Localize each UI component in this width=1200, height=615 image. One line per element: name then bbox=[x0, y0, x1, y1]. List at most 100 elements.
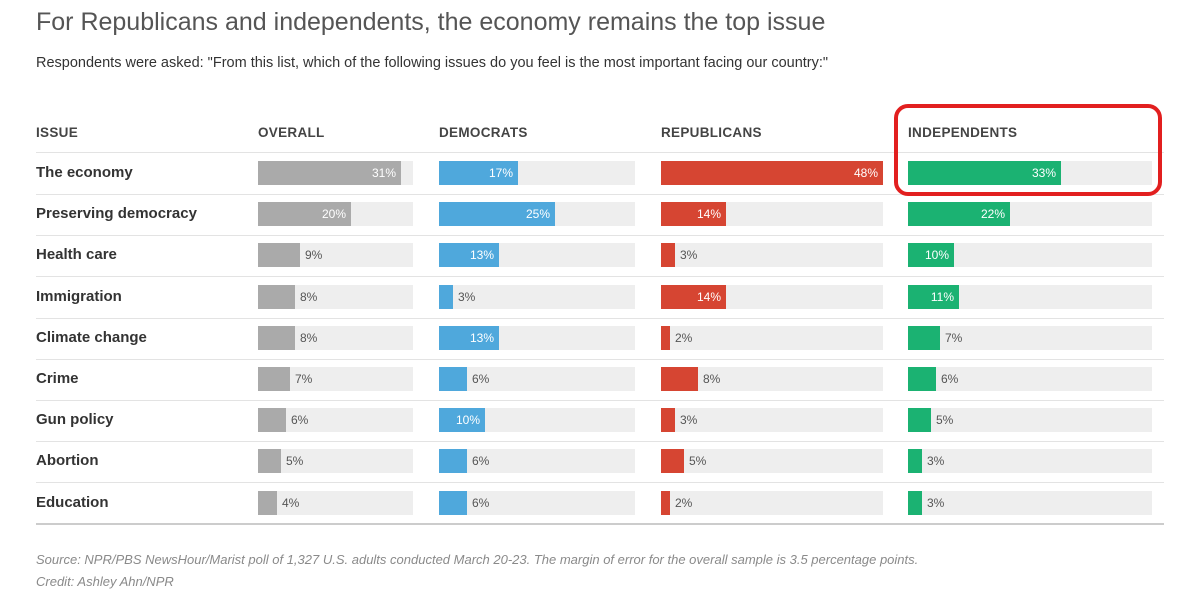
bar-track-overall: 4% bbox=[258, 491, 413, 515]
row-rule bbox=[36, 400, 1164, 401]
bar-value-label: 33% bbox=[1031, 166, 1056, 180]
bar-value-label: 2% bbox=[675, 496, 693, 510]
issue-label: Gun policy bbox=[36, 411, 114, 428]
issue-label: Crime bbox=[36, 370, 79, 387]
bar-track-republicans: 5% bbox=[661, 449, 883, 473]
bar-track-independents: 7% bbox=[908, 326, 1152, 350]
header-rule bbox=[36, 152, 1164, 153]
bar-value-label: 6% bbox=[472, 454, 490, 468]
bar-track-democrats: 6% bbox=[439, 491, 635, 515]
bar-value-label: 14% bbox=[696, 207, 721, 221]
bar-track-overall: 8% bbox=[258, 326, 413, 350]
bar-democrats bbox=[439, 285, 453, 309]
bar-republicans bbox=[661, 367, 698, 391]
bar-independents bbox=[908, 326, 940, 350]
bar-republicans bbox=[661, 285, 726, 309]
bar-republicans bbox=[661, 326, 670, 350]
bar-track-independents: 22% bbox=[908, 202, 1152, 226]
bar-independents bbox=[908, 161, 1061, 185]
bar-track-democrats: 10% bbox=[439, 408, 635, 432]
bar-independents bbox=[908, 367, 936, 391]
bar-republicans bbox=[661, 449, 684, 473]
bar-track-independents: 6% bbox=[908, 367, 1152, 391]
bar-track-democrats: 25% bbox=[439, 202, 635, 226]
column-header-overall: OVERALL bbox=[258, 125, 325, 140]
issue-label: Immigration bbox=[36, 288, 122, 305]
issue-label: Climate change bbox=[36, 329, 147, 346]
bar-track-republicans: 3% bbox=[661, 408, 883, 432]
chart-title: For Republicans and independents, the ec… bbox=[36, 8, 826, 36]
bar-value-label: 3% bbox=[458, 290, 476, 304]
bar-republicans bbox=[661, 161, 883, 185]
bar-track-democrats: 13% bbox=[439, 326, 635, 350]
bar-value-label: 5% bbox=[936, 413, 954, 427]
issue-label: Abortion bbox=[36, 452, 99, 469]
bar-value-label: 13% bbox=[469, 331, 494, 345]
bar-track-republicans: 2% bbox=[661, 326, 883, 350]
bar-independents bbox=[908, 491, 922, 515]
row-rule bbox=[36, 194, 1164, 195]
bar-democrats bbox=[439, 202, 555, 226]
issue-label: The economy bbox=[36, 164, 133, 181]
bar-value-label: 13% bbox=[469, 248, 494, 262]
bar-value-label: 7% bbox=[295, 372, 313, 386]
row-rule bbox=[36, 441, 1164, 442]
bar-value-label: 5% bbox=[689, 454, 707, 468]
bar-track-overall: 8% bbox=[258, 285, 413, 309]
credit-note: Credit: Ashley Ahn/NPR bbox=[36, 574, 174, 589]
bar-track-republicans: 48% bbox=[661, 161, 883, 185]
bar-value-label: 6% bbox=[472, 372, 490, 386]
bar-track-overall: 5% bbox=[258, 449, 413, 473]
bar-value-label: 8% bbox=[300, 290, 318, 304]
issue-label: Health care bbox=[36, 246, 117, 263]
bar-track-independents: 10% bbox=[908, 243, 1152, 267]
row-rule bbox=[36, 235, 1164, 236]
table-bottom-rule bbox=[36, 523, 1164, 525]
bar-value-label: 3% bbox=[680, 248, 698, 262]
bar-value-label: 3% bbox=[927, 496, 945, 510]
bar-value-label: 7% bbox=[945, 331, 963, 345]
bar-independents bbox=[908, 449, 922, 473]
bar-track-republicans: 2% bbox=[661, 491, 883, 515]
bar-democrats bbox=[439, 491, 467, 515]
bar-track-democrats: 6% bbox=[439, 367, 635, 391]
bar-value-label: 17% bbox=[488, 166, 513, 180]
bar-track-independents: 11% bbox=[908, 285, 1152, 309]
bar-overall bbox=[258, 285, 295, 309]
bar-democrats bbox=[439, 408, 485, 432]
row-rule bbox=[36, 482, 1164, 483]
bar-overall bbox=[258, 491, 277, 515]
independents-economy-highlight bbox=[894, 104, 1162, 196]
bar-overall bbox=[258, 367, 290, 391]
row-rule bbox=[36, 318, 1164, 319]
bar-democrats bbox=[439, 161, 518, 185]
bar-overall bbox=[258, 161, 401, 185]
column-header-democrats: DEMOCRATS bbox=[439, 125, 528, 140]
bar-overall bbox=[258, 243, 300, 267]
bar-value-label: 11% bbox=[930, 290, 954, 304]
bar-track-independents: 3% bbox=[908, 449, 1152, 473]
bar-value-label: 10% bbox=[455, 413, 480, 427]
bar-value-label: 14% bbox=[696, 290, 721, 304]
bar-value-label: 8% bbox=[300, 331, 318, 345]
bar-track-republicans: 8% bbox=[661, 367, 883, 391]
bar-overall bbox=[258, 326, 295, 350]
bar-republicans bbox=[661, 491, 670, 515]
bar-track-democrats: 6% bbox=[439, 449, 635, 473]
bar-value-label: 3% bbox=[927, 454, 945, 468]
bar-value-label: 2% bbox=[675, 331, 693, 345]
bar-track-independents: 5% bbox=[908, 408, 1152, 432]
issue-label: Preserving democracy bbox=[36, 205, 197, 222]
bar-independents bbox=[908, 285, 959, 309]
chart-subtitle: Respondents were asked: "From this list,… bbox=[36, 55, 829, 71]
bar-track-republicans: 14% bbox=[661, 202, 883, 226]
bar-track-democrats: 3% bbox=[439, 285, 635, 309]
row-rule bbox=[36, 359, 1164, 360]
bar-value-label: 8% bbox=[703, 372, 721, 386]
bar-democrats bbox=[439, 367, 467, 391]
bar-track-overall: 6% bbox=[258, 408, 413, 432]
bar-value-label: 6% bbox=[941, 372, 959, 386]
bar-track-republicans: 3% bbox=[661, 243, 883, 267]
bar-republicans bbox=[661, 243, 675, 267]
bar-value-label: 3% bbox=[680, 413, 698, 427]
